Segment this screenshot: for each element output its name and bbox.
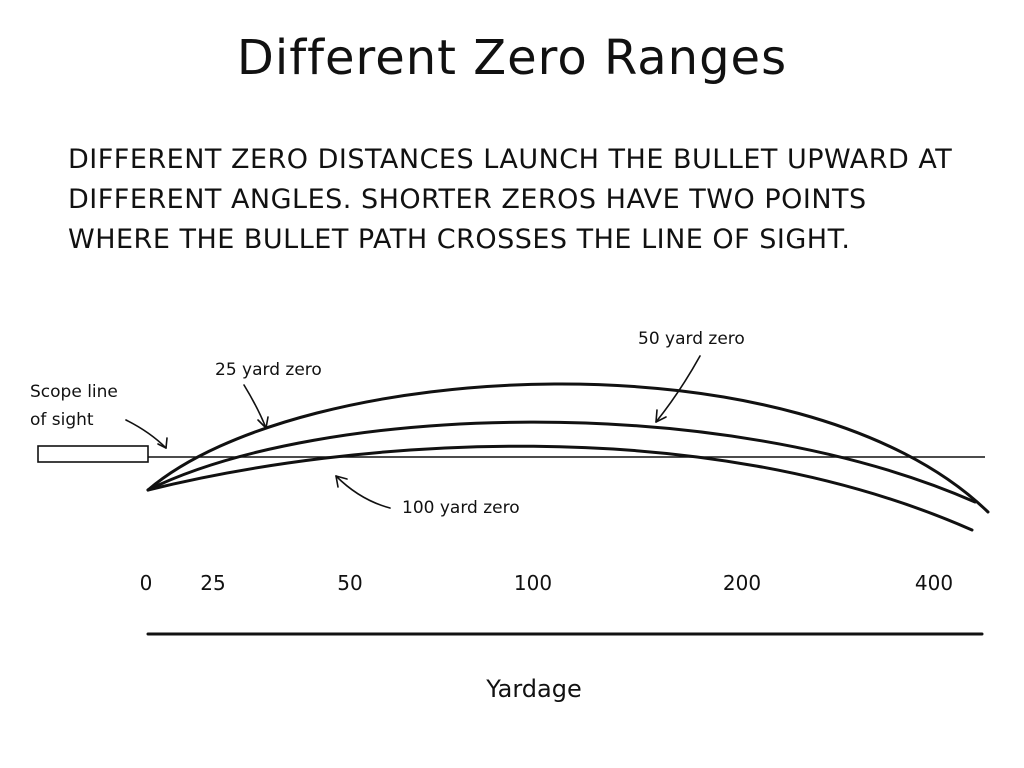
yardage-axis-title: Yardage <box>485 675 581 703</box>
tick-label: 200 <box>723 571 761 595</box>
zero-50-pointer <box>655 355 701 423</box>
tick-label: 25 <box>200 571 225 595</box>
tick-label: 50 <box>337 571 362 595</box>
trajectory-25-yard <box>146 382 990 514</box>
zero-25-pointer-head <box>257 416 269 429</box>
diagram-title: Different Zero Ranges <box>236 30 788 86</box>
tick-label: 0 <box>140 571 153 595</box>
scope-line-pointer-head <box>157 437 168 449</box>
scope-body <box>37 445 149 463</box>
tick-label: 100 <box>514 571 552 595</box>
diagram-description: Different zero distances launch the bull… <box>68 144 953 255</box>
zero-25-label: 25 yard zero <box>215 360 322 380</box>
trajectory-100-yard <box>146 444 974 532</box>
zero-100-label: 100 yard zero <box>402 498 520 518</box>
trajectory-50-yard <box>146 420 977 504</box>
scope-line-label-2: of sight <box>30 410 94 430</box>
zero-100-pointer-head <box>335 475 348 488</box>
tick-label: 400 <box>915 571 953 595</box>
zero-50-pointer-head <box>655 409 667 423</box>
scope-line-label: Scope line <box>30 382 118 402</box>
zero-50-label: 50 yard zero <box>638 329 745 349</box>
zero-100-pointer <box>335 475 391 509</box>
zero-25-pointer <box>243 384 267 429</box>
scope-line-pointer <box>125 419 167 449</box>
